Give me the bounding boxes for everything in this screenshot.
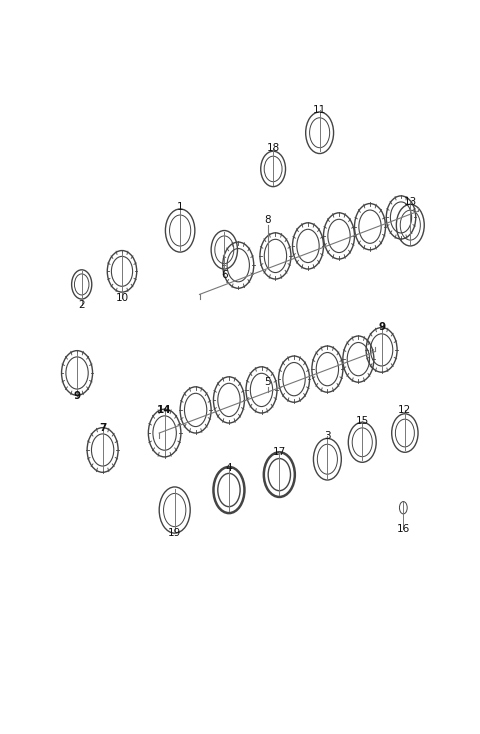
Text: 15: 15 xyxy=(356,415,369,426)
Text: 12: 12 xyxy=(398,405,411,415)
Text: 10: 10 xyxy=(115,293,129,302)
Text: 16: 16 xyxy=(396,523,410,534)
Text: 4: 4 xyxy=(226,462,232,473)
Text: 8: 8 xyxy=(264,215,271,225)
Text: 11: 11 xyxy=(313,105,326,115)
Text: 18: 18 xyxy=(266,143,280,153)
Text: 3: 3 xyxy=(324,431,331,441)
Text: 19: 19 xyxy=(168,528,181,538)
Text: 9: 9 xyxy=(378,321,385,332)
Text: 14: 14 xyxy=(157,405,172,415)
Text: 2: 2 xyxy=(78,300,85,310)
Text: 7: 7 xyxy=(99,424,106,433)
Text: 17: 17 xyxy=(273,446,286,457)
Text: 5: 5 xyxy=(264,377,271,387)
Text: 13: 13 xyxy=(404,197,417,207)
Text: 6: 6 xyxy=(221,270,228,280)
Text: 1: 1 xyxy=(177,203,183,212)
Text: 9: 9 xyxy=(73,391,81,401)
